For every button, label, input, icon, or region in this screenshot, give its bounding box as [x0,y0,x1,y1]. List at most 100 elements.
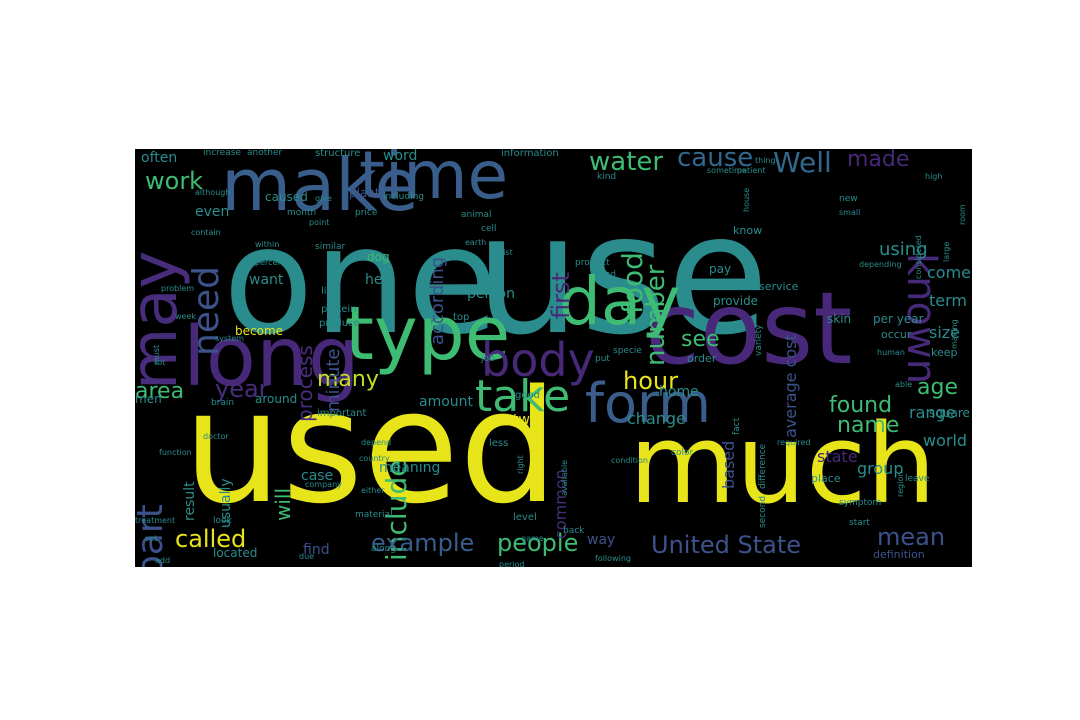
word-home: home [659,384,699,400]
word-period: period [499,560,525,568]
word-percent: percent [255,258,286,267]
word-produce: produce [319,318,360,329]
word-start: start [849,518,870,528]
word-less: less [489,438,509,449]
word-time: time [359,149,509,214]
word-sometime: sometime [707,166,747,175]
word-making: making [950,319,959,349]
word-required: required [777,438,811,447]
word-contain: contain [191,228,221,237]
word-system: system [215,334,244,343]
word-material: material [355,510,393,520]
word-depend: depend [361,438,392,447]
word-caused: caused [265,190,308,204]
word-small: small [839,208,861,217]
word-human: human [877,348,905,357]
word-large: large [942,241,951,262]
word-within: within [255,240,280,249]
word-although: although [195,188,231,197]
word-use: use [475,179,769,372]
word-age: age [917,375,958,400]
word-will: will [271,487,295,521]
word-well: Well [773,149,832,179]
word-made: made [847,149,910,172]
word-range: range [909,403,956,422]
word-service: service [759,280,799,293]
word-available: available [560,459,569,496]
word-along: along [371,544,396,554]
word-cell: cell [481,224,497,234]
word-found: found [829,393,893,418]
word-cost: cost [645,270,853,387]
word-world: world [923,431,968,450]
word-back: back [563,526,585,536]
word-either: either [361,486,385,495]
word-end: end [599,270,616,280]
word-function: function [159,448,192,457]
word-find: find [303,542,330,558]
word-look: look [213,516,232,526]
word-type: type [345,291,511,377]
word-doctor: doctor [203,432,229,441]
word-game: game [521,534,544,543]
word-long: long [183,310,360,405]
word-good: good [515,390,540,401]
word-treatment: treatment [135,516,176,525]
word-symptom: symptom [839,498,882,508]
word-condition: condition [611,456,648,465]
word-country: country [359,454,390,463]
word-product: product [575,258,610,268]
word-minute: minute [323,348,344,412]
word-plant: plant [349,186,380,200]
word-state: state [817,447,858,466]
word-job: job [481,354,495,364]
word-body: body [481,333,595,387]
word-group: group [857,459,904,478]
word-give: give [315,194,332,203]
word-want: want [249,272,284,288]
word-meaning: meaning [379,460,441,476]
word-form: form [585,372,711,435]
word-information: information [501,149,559,159]
word-level: level [513,512,537,523]
word-following: following [595,554,631,563]
word-average-cost: average cost [781,334,800,439]
word-definition: definition [873,548,925,561]
word-second: second [758,496,768,529]
word-skin: skin [827,312,852,326]
word-right: right [516,455,525,474]
word-word: word [383,149,418,164]
word-year: year [215,375,269,403]
word-case: case [301,468,334,484]
word-provide: provide [713,294,759,308]
word-company: company [305,480,342,489]
word-list: list [501,248,513,257]
word-difference: difference [758,443,768,489]
word-price: price [355,208,378,218]
word-many: many [317,367,379,392]
word-kind: kind [597,172,617,182]
word-amount: amount [419,394,474,410]
word-way: way [587,532,616,548]
word-cause: cause [677,149,754,173]
word-change: change [627,409,686,428]
word-come: come [927,263,972,282]
word-cloud: one use used much cost make time long type may day… [135,149,972,567]
word-put: put [595,354,610,364]
word-leave: leave [905,474,930,484]
word-problem: problem [161,284,195,293]
word-increase: increase [203,149,241,158]
word-point: point [309,218,330,227]
word-know: know [733,224,763,237]
word-important: important [317,408,367,419]
word-including: including [383,192,424,202]
word-depending: depending [859,260,902,269]
word-top: top [453,312,470,323]
word-lot: lot [155,358,166,367]
word-variety: variety [754,324,764,357]
word-another: another [247,149,283,158]
word-order: order [687,352,717,365]
word-united-state: United State [651,531,802,559]
word-add: add [155,556,171,565]
word-keep: keep [931,346,958,359]
